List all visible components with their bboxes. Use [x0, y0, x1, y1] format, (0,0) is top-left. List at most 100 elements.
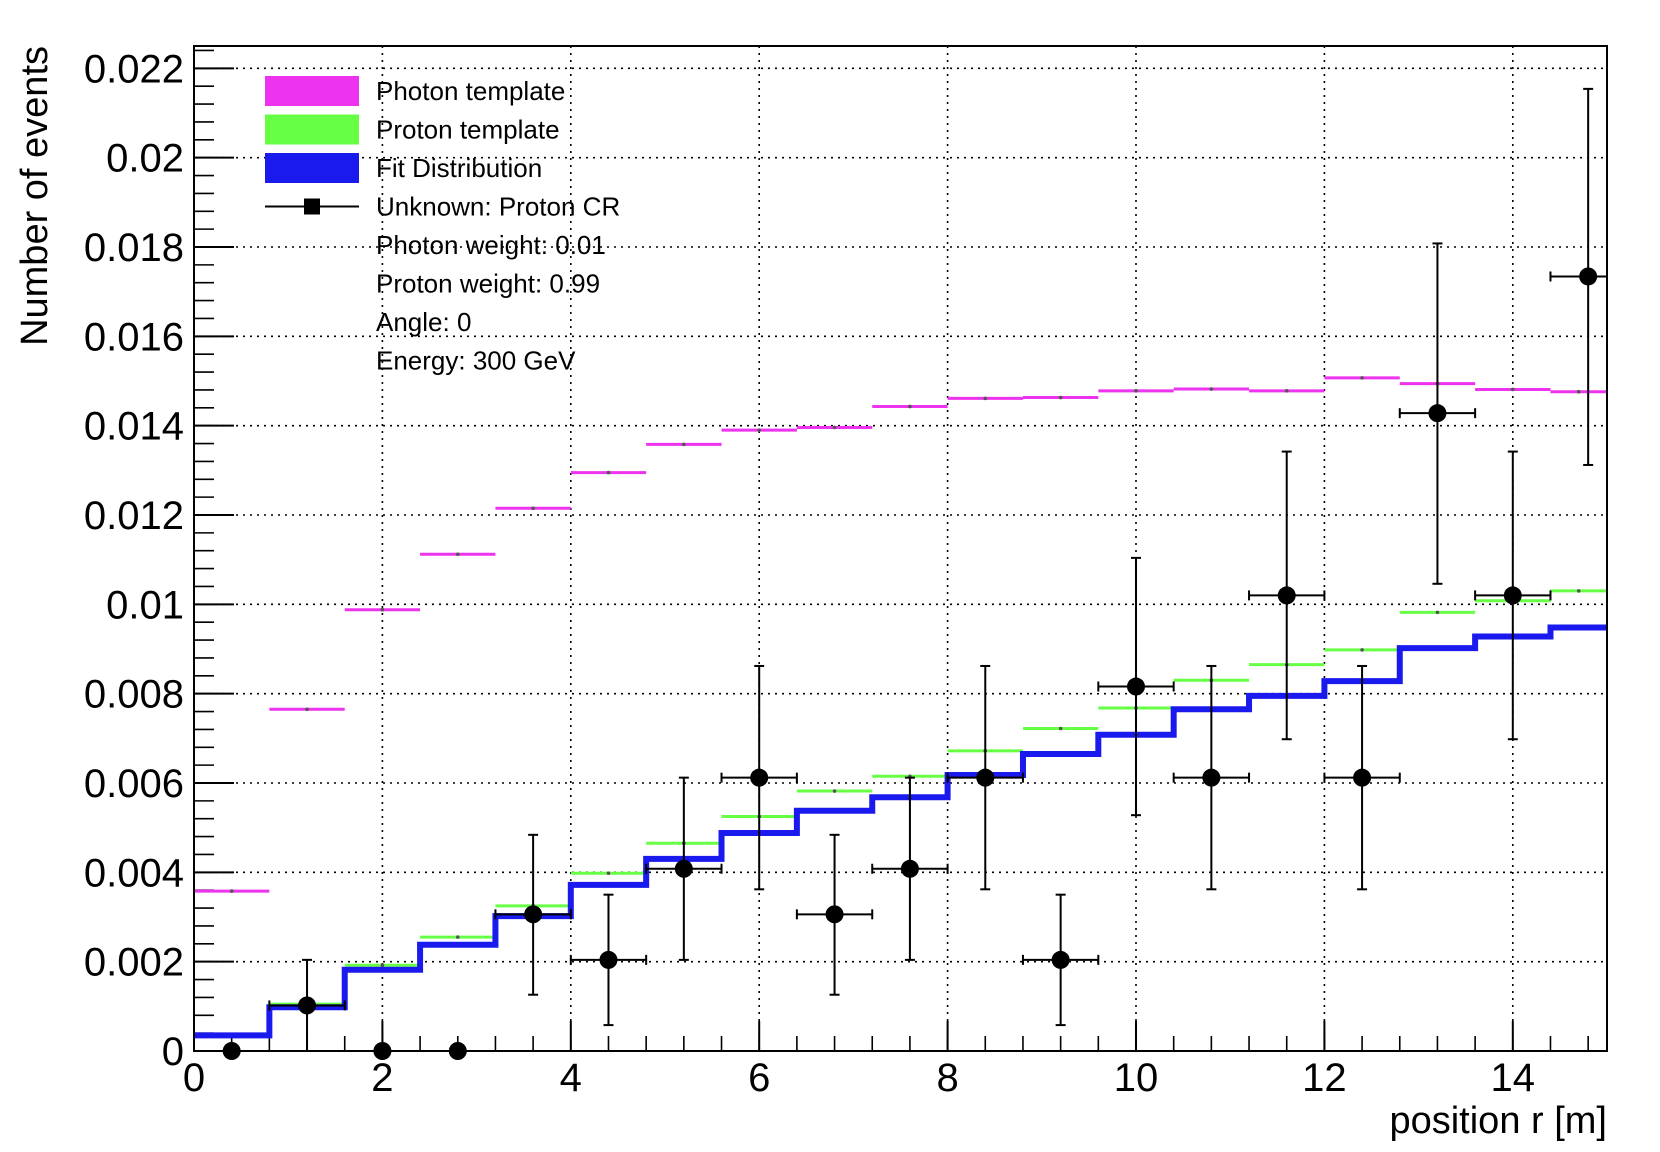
y-tick-label: 0.016	[84, 315, 184, 359]
data-point-marker	[1277, 586, 1296, 605]
y-tick-label: 0.014	[84, 405, 184, 449]
y-tick-label: 0.01	[106, 583, 184, 627]
template-bin-point	[380, 963, 385, 968]
template-bin-point	[757, 428, 761, 432]
y-axis-ticks: 0 0.002 0.004 0.006 0.008 0.01 0.012 0.014 0.016…	[84, 47, 234, 1074]
template-bin-point	[305, 707, 309, 712]
data-point-marker	[1353, 768, 1372, 787]
data-point-marker	[524, 905, 543, 924]
data-point	[1172, 664, 1251, 891]
data-point-marker	[599, 950, 618, 969]
data-point-marker	[1579, 267, 1598, 286]
template-bin-point	[1576, 389, 1581, 394]
legend-label: Unknown: Proton CR	[376, 192, 620, 222]
x-tick-label: 2	[371, 1056, 393, 1100]
photon-template-series	[194, 376, 1607, 893]
template-bin-point	[908, 404, 912, 409]
legend-label: Proton weight: 0.99	[376, 269, 600, 299]
x-tick-label: 14	[1491, 1056, 1536, 1100]
x-tick-label: 4	[560, 1056, 582, 1100]
template-bin-point	[455, 935, 460, 939]
template-bin-point	[1435, 610, 1440, 615]
template-bin-point	[983, 396, 988, 401]
data-point	[1549, 87, 1608, 466]
legend-label: Photon template	[376, 76, 565, 106]
data-point-marker	[900, 859, 919, 878]
data-point	[1097, 556, 1175, 817]
y-tick-label: 0.008	[84, 673, 184, 717]
legend-entry: Proton weight: 0.99	[376, 269, 600, 299]
template-bin-point	[1134, 389, 1138, 393]
legend-label: Angle: 0	[376, 307, 471, 337]
data-point	[645, 776, 723, 961]
y-tick-label: 0	[162, 1030, 184, 1074]
template-bin-point	[606, 470, 611, 475]
legend-label: Photon weight: 0.01	[376, 230, 606, 260]
legend-label: Fit Distribution	[376, 153, 542, 183]
legend-entry: Energy: 300 GeV	[376, 346, 576, 376]
template-bin-point	[1058, 726, 1063, 731]
x-tick-label: 6	[748, 1056, 770, 1100]
legend-swatch	[265, 153, 359, 183]
template-bin-point	[1360, 376, 1364, 380]
data-point	[1474, 450, 1552, 741]
data-point-marker	[1428, 404, 1447, 423]
x-tick-label: 12	[1302, 1056, 1347, 1100]
legend-swatch	[265, 114, 359, 145]
template-bin-point	[229, 889, 234, 893]
legend-entry: Proton template	[265, 114, 560, 145]
template-bin-point	[682, 442, 686, 447]
data-point-marker	[674, 859, 693, 878]
data-point	[1021, 893, 1100, 1027]
x-tick-label: 8	[936, 1056, 958, 1100]
y-tick-label: 0.002	[84, 941, 184, 985]
y-tick-label: 0.006	[84, 762, 184, 806]
x-tick-label: 0	[183, 1056, 205, 1100]
y-tick-label: 0.012	[84, 494, 184, 538]
data-point	[569, 893, 648, 1027]
data-point	[795, 833, 874, 996]
legend-entry: Photon template	[265, 76, 565, 106]
template-bin-point	[531, 506, 535, 511]
template-bin-point	[1360, 648, 1364, 652]
data-point-marker	[825, 905, 844, 924]
data-point	[871, 776, 949, 961]
data-point-marker	[298, 996, 317, 1015]
y-tick-label: 0.02	[106, 137, 184, 181]
data-point	[494, 833, 572, 996]
template-bin-point	[455, 552, 460, 557]
template-bin-point	[832, 789, 837, 793]
template-bin-point	[832, 425, 837, 430]
data-point	[1398, 242, 1477, 585]
y-tick-label: 0.004	[84, 851, 184, 895]
template-bin-point	[380, 607, 385, 612]
template-bin-point	[1576, 589, 1581, 593]
legend-entry: Angle: 0	[376, 307, 471, 337]
data-point-marker	[1503, 586, 1522, 605]
legend-entry: Unknown: Proton CR	[265, 192, 620, 222]
data-point	[1248, 450, 1326, 741]
legend-label: Proton template	[376, 115, 560, 145]
data-points	[222, 87, 1608, 1060]
data-point	[720, 664, 798, 891]
legend-entry: Fit Distribution	[265, 153, 542, 183]
data-point-marker	[1127, 677, 1145, 696]
y-axis-title: Number of events	[14, 46, 56, 346]
legend-marker	[304, 198, 320, 215]
legend-label: Energy: 300 GeV	[376, 346, 576, 376]
legend-entry: Photon weight: 0.01	[376, 230, 606, 260]
data-point	[268, 958, 346, 1052]
legend: Photon template Proton template Fit Distri…	[265, 76, 620, 376]
template-bin-point	[1511, 387, 1515, 392]
template-bin-point	[1058, 395, 1063, 400]
data-point	[946, 664, 1024, 891]
x-axis-ticks: 0 2 4 6 8 10 12 14	[183, 1021, 1535, 1100]
grid-lines	[194, 46, 1607, 1051]
data-point	[1323, 664, 1401, 891]
data-point-marker	[750, 768, 769, 787]
data-point-marker	[1202, 768, 1221, 787]
y-tick-label: 0.022	[84, 47, 184, 91]
legend-swatch	[265, 76, 359, 106]
